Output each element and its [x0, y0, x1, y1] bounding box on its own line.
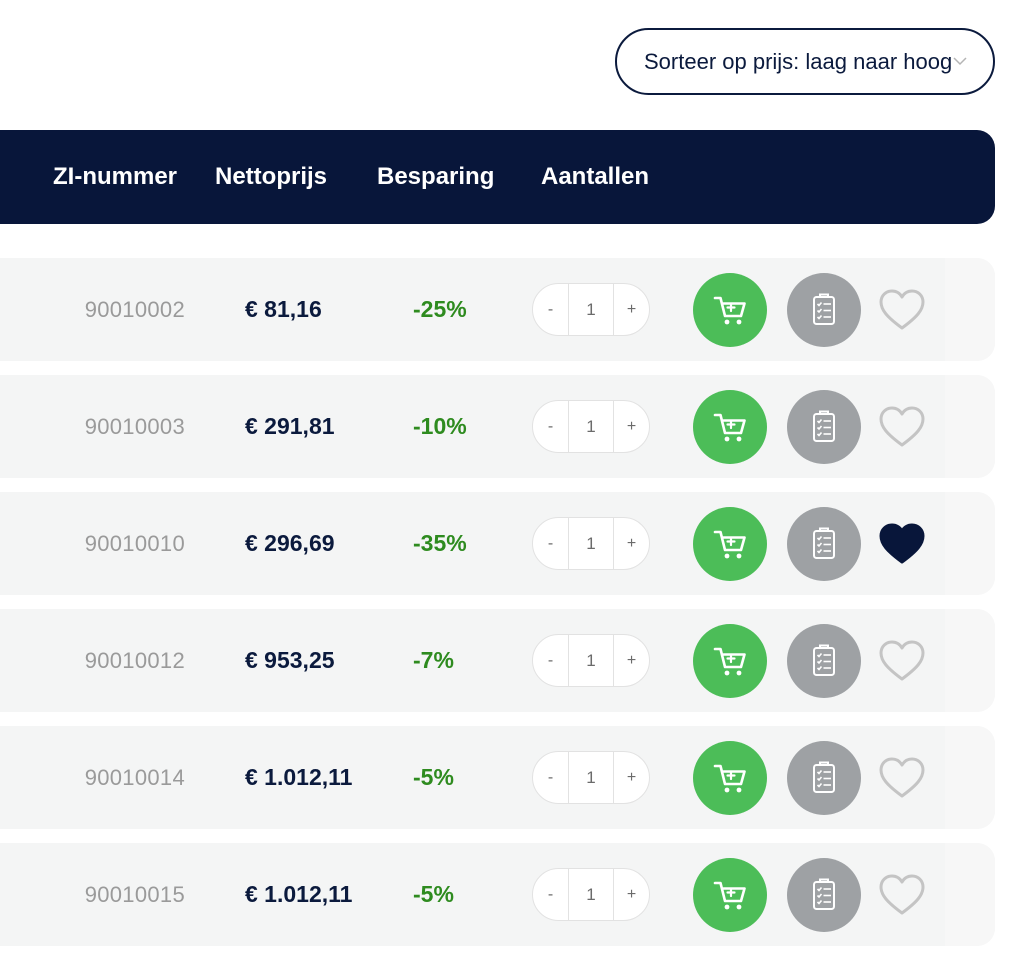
quantity-value[interactable]: 1: [568, 518, 614, 569]
favorite-button[interactable]: [877, 287, 927, 333]
increase-quantity-button[interactable]: +: [626, 768, 637, 786]
add-to-cart-button[interactable]: [693, 390, 767, 464]
increase-quantity-button[interactable]: +: [626, 417, 637, 435]
checklist-document-icon: [813, 293, 835, 325]
column-header-nettoprijs: Nettoprijs: [215, 163, 328, 190]
saving-percentage: -5%: [413, 881, 454, 907]
heart-icon: [879, 640, 925, 681]
chevron-down-icon: [953, 57, 967, 66]
net-price: € 291,81: [245, 413, 335, 439]
row-end-cap: [945, 258, 995, 361]
decrease-quantity-button[interactable]: -: [547, 300, 554, 318]
add-to-list-button[interactable]: [787, 858, 861, 932]
checklist-document-icon: [813, 644, 835, 676]
sort-dropdown[interactable]: Sorteer op prijs: laag naar hoog: [615, 28, 995, 95]
net-price: € 1.012,11: [245, 764, 353, 790]
zi-number: 90010014: [84, 765, 185, 790]
zi-number: 90010015: [84, 882, 185, 907]
row-end-cap: [945, 609, 995, 712]
net-price: € 953,25: [245, 647, 335, 673]
quantity-value[interactable]: 1: [568, 635, 614, 686]
add-to-cart-button[interactable]: [693, 624, 767, 698]
add-to-list-button[interactable]: [787, 624, 861, 698]
shopping-cart-icon: [713, 530, 746, 559]
add-to-cart-button[interactable]: [693, 741, 767, 815]
checklist-document-icon: [813, 878, 835, 910]
heart-icon: [879, 757, 925, 798]
increase-quantity-button[interactable]: +: [626, 651, 637, 669]
increase-quantity-button[interactable]: +: [626, 300, 637, 318]
add-to-list-button[interactable]: [787, 741, 861, 815]
favorite-button[interactable]: [877, 521, 927, 567]
shopping-cart-icon: [713, 647, 746, 676]
quantity-value[interactable]: 1: [568, 869, 614, 920]
increase-quantity-button[interactable]: +: [626, 885, 637, 903]
quantity-value[interactable]: 1: [568, 284, 614, 335]
shopping-cart-icon: [713, 413, 746, 442]
table-row: 90010015 € 1.012,11 -5% - 1 +: [0, 843, 995, 946]
decrease-quantity-button[interactable]: -: [547, 534, 554, 552]
checklist-document-icon: [813, 527, 835, 559]
saving-percentage: -10%: [413, 413, 467, 439]
zi-number: 90010012: [84, 648, 185, 673]
checklist-document-icon: [813, 761, 835, 793]
decrease-quantity-button[interactable]: -: [547, 885, 554, 903]
quantity-stepper: - 1 +: [532, 868, 650, 921]
saving-percentage: -7%: [413, 647, 454, 673]
net-price: € 296,69: [245, 530, 335, 556]
column-header-besparing: Besparing: [377, 163, 495, 190]
favorite-button[interactable]: [877, 404, 927, 450]
saving-percentage: -5%: [413, 764, 454, 790]
saving-percentage: -25%: [413, 296, 467, 322]
table-row: 90010012 € 953,25 -7% - 1 +: [0, 609, 995, 712]
favorite-button[interactable]: [877, 755, 927, 801]
heart-icon: [879, 406, 925, 447]
heart-icon: [879, 523, 925, 564]
row-end-cap: [945, 726, 995, 829]
quantity-stepper: - 1 +: [532, 751, 650, 804]
quantity-stepper: - 1 +: [532, 400, 650, 453]
checklist-document-icon: [813, 410, 835, 442]
decrease-quantity-button[interactable]: -: [547, 651, 554, 669]
quantity-stepper: - 1 +: [532, 517, 650, 570]
quantity-value[interactable]: 1: [568, 752, 614, 803]
net-price: € 1.012,11: [245, 881, 353, 907]
shopping-cart-icon: [713, 881, 746, 910]
table-row: 90010002 € 81,16 -25% - 1 +: [0, 258, 995, 361]
favorite-button[interactable]: [877, 638, 927, 684]
quantity-stepper: - 1 +: [532, 634, 650, 687]
add-to-list-button[interactable]: [787, 507, 861, 581]
row-end-cap: [945, 492, 995, 595]
add-to-list-button[interactable]: [787, 390, 861, 464]
add-to-list-button[interactable]: [787, 273, 861, 347]
quantity-stepper: - 1 +: [532, 283, 650, 336]
favorite-button[interactable]: [877, 872, 927, 918]
decrease-quantity-button[interactable]: -: [547, 768, 554, 786]
add-to-cart-button[interactable]: [693, 858, 767, 932]
add-to-cart-button[interactable]: [693, 273, 767, 347]
quantity-value[interactable]: 1: [568, 401, 614, 452]
shopping-cart-icon: [713, 296, 746, 325]
decrease-quantity-button[interactable]: -: [547, 417, 554, 435]
increase-quantity-button[interactable]: +: [626, 534, 637, 552]
table-row: 90010014 € 1.012,11 -5% - 1 +: [0, 726, 995, 829]
heart-icon: [879, 874, 925, 915]
column-header-zi-nummer: ZI-nummer: [53, 163, 178, 190]
sort-dropdown-label: Sorteer op prijs: laag naar hoog: [644, 48, 953, 74]
table-row: 90010003 € 291,81 -10% - 1 +: [0, 375, 995, 478]
zi-number: 90010003: [84, 414, 185, 439]
row-end-cap: [945, 375, 995, 478]
table-header: ZI-nummer Nettoprijs Besparing Aantallen: [0, 130, 995, 224]
shopping-cart-icon: [713, 764, 746, 793]
add-to-cart-button[interactable]: [693, 507, 767, 581]
heart-icon: [879, 289, 925, 330]
net-price: € 81,16: [245, 296, 322, 322]
row-end-cap: [945, 843, 995, 946]
zi-number: 90010010: [84, 531, 185, 556]
saving-percentage: -35%: [413, 530, 467, 556]
table-row: 90010010 € 296,69 -35% - 1 +: [0, 492, 995, 595]
zi-number: 90010002: [84, 297, 185, 322]
column-header-aantallen: Aantallen: [541, 163, 650, 190]
